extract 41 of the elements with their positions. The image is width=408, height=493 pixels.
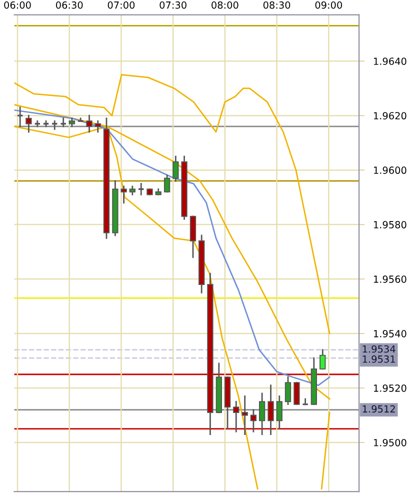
candlestick <box>284 376 292 406</box>
y-tick-label: 1.9600 <box>374 166 406 174</box>
y-tick-label: 1.9560 <box>374 276 406 283</box>
ref-line-label: 1.9512 <box>362 405 395 413</box>
candlestick <box>268 384 274 436</box>
candlestick <box>276 395 282 430</box>
candlestick <box>320 349 326 370</box>
ref-line-label: 1.9534 <box>362 345 396 353</box>
x-tick-label: 06:30 <box>56 1 83 9</box>
candlestick <box>172 156 179 182</box>
candlestick <box>60 118 67 128</box>
x-tick-label: 07:30 <box>160 1 186 9</box>
x-tick-label: 09:00 <box>315 1 342 9</box>
candlestick <box>302 398 309 406</box>
y-tick-label: 1.9520 <box>374 384 406 392</box>
candlestick <box>164 174 170 193</box>
candlestick <box>120 186 127 204</box>
candlestick <box>51 120 58 130</box>
line-series <box>14 74 330 334</box>
y-tick-label: 1.9640 <box>374 58 406 65</box>
x-tick-label: 08:30 <box>263 1 290 9</box>
candlestick <box>294 382 300 406</box>
x-tick-label: 06:00 <box>4 1 31 9</box>
ref-line-label: 1.9531 <box>362 355 395 363</box>
candlestick <box>77 118 84 122</box>
candlestick <box>233 400 240 432</box>
candlestick <box>16 106 24 128</box>
y-tick-label: 1.9540 <box>374 330 406 338</box>
candlestick <box>34 120 41 128</box>
candlestick <box>26 114 32 133</box>
candlestick <box>94 120 101 133</box>
x-tick-label: 07:00 <box>108 1 135 9</box>
candlestick <box>242 395 248 436</box>
candlestick <box>138 182 145 196</box>
y-tick-label: 1.9500 <box>374 438 406 446</box>
candlestick <box>258 392 266 436</box>
x-tick-label: 08:00 <box>212 1 238 9</box>
candlestick <box>250 409 257 432</box>
y-tick-label: 1.9620 <box>374 112 406 120</box>
candlestick <box>86 114 92 133</box>
y-tick-label: 1.9580 <box>374 221 406 228</box>
